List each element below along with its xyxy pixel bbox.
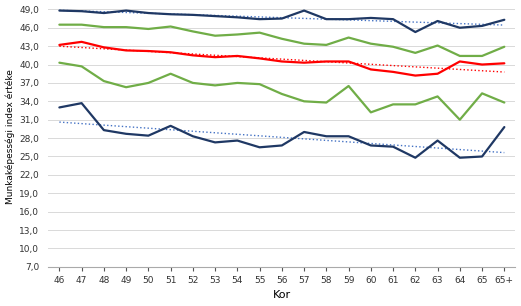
Y-axis label: Munkaképességi index értéke: Munkaképességi index értéke [6, 69, 15, 204]
X-axis label: Kor: Kor [273, 290, 291, 300]
